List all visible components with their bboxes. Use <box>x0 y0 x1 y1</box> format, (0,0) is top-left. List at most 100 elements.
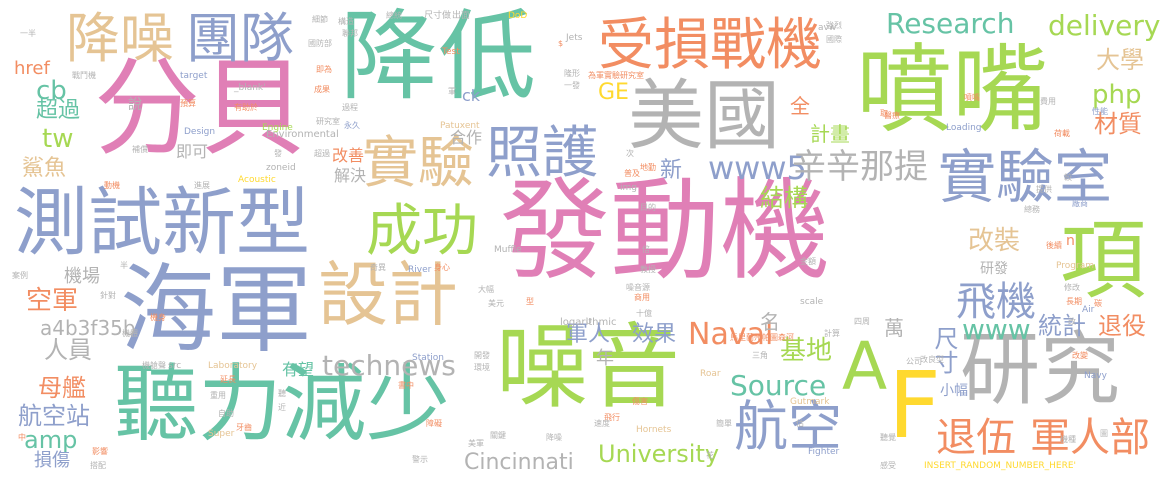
word-a4b3f35b: a4b3f35b <box>40 316 136 340</box>
word-da-xue: 大學 <box>1096 46 1144 74</box>
word-xiao-fu: 小幅 <box>940 383 968 399</box>
word-xiu-gai: 修改 <box>1064 283 1080 292</box>
word-wan: 萬 <box>884 316 904 340</box>
word-letter-f: F <box>888 352 941 459</box>
word-da-pei: 搭配 <box>90 461 106 470</box>
word-chang-qi: 長期 <box>1066 297 1082 306</box>
word-design: Design <box>184 127 216 137</box>
word-hua: 花 <box>706 451 714 460</box>
word-sun-shang: 損傷 <box>34 450 70 471</box>
word-chi-cun: 尺寸 <box>930 326 958 374</box>
word-acoustic: Acoustic <box>238 175 276 185</box>
word-gong-si: 公司 <box>906 357 922 366</box>
word-chi-cun-zuo: 尺寸做 <box>424 11 452 21</box>
word-gou-zao: 構造 <box>338 17 354 26</box>
word-jin-e: 金額 <box>800 257 816 266</box>
word-zoneid: zoneid <box>266 163 296 173</box>
word-jun: 軍 <box>448 87 456 96</box>
word-tan: 碳 <box>1094 299 1102 308</box>
word-yan-fa: 研發 <box>980 261 1008 277</box>
word-sha-yu: 鯊魚 <box>22 156 67 181</box>
word-pen-zui: 噴嘴 <box>856 34 1048 146</box>
word-mei-jun: 美軍 <box>468 439 484 448</box>
word-kong-jun: 空軍 <box>26 286 79 316</box>
word-guo-fang-bu: 國防部 <box>308 39 332 48</box>
word-xiao-guo: 效果 <box>632 322 677 347</box>
word-station: Station <box>412 353 444 363</box>
word-mei-guo: 美國 <box>628 71 780 160</box>
word-hang-kong-zhan: 航空站 <box>18 402 90 430</box>
word-tui-wu: 退伍 <box>936 415 1016 461</box>
word-ying-xiang: 影響 <box>92 447 108 456</box>
word-letter-a: A <box>842 328 888 405</box>
word-mu-di: 目的 <box>640 203 656 212</box>
word-zhao-hu: 照護 <box>486 121 598 186</box>
word-ting-li: 聽力減少 <box>114 355 451 453</box>
word-delivery: delivery <box>1048 9 1161 42</box>
word-patuxent: Patuxent <box>440 121 480 131</box>
word-fei-ji: 飛機 <box>956 279 1036 325</box>
word-bu-chang: 補償 <box>132 145 148 154</box>
word-ji-shen: 機身 <box>150 313 166 322</box>
word-loading: Loading <box>946 123 982 133</box>
word-fa: 發 <box>274 149 282 158</box>
word-qu: 取 <box>880 109 888 118</box>
word-tw: tw <box>42 124 74 154</box>
word-chang-shang: 廠商 <box>1072 199 1088 208</box>
word-tuan-dui: 團隊 <box>186 7 294 70</box>
word-target: target <box>180 71 208 81</box>
word-avw: avw <box>818 23 837 33</box>
word-ck: ck <box>462 86 481 105</box>
word-shuo: 說 <box>128 97 142 113</box>
word-cai-zhi: 材質 <box>1094 110 1142 138</box>
word-long-xing: 隆形 <box>564 69 580 78</box>
word-zhong-yong: 重用 <box>210 391 226 400</box>
word-dollar: $ <box>558 39 564 48</box>
word-logarithmic: logarithmic <box>560 317 617 328</box>
word-ci: 次 <box>626 149 634 158</box>
word-super: Super <box>208 429 235 439</box>
word-chao-guo-small: 超過 <box>314 149 330 158</box>
word-huan-jing: 環境 <box>474 363 490 372</box>
word-ting-jue: 聽覺 <box>880 433 896 442</box>
word-bei: 倍 <box>642 245 650 254</box>
word-da-fu: 大幅 <box>478 285 494 294</box>
word-jiang-zao-small: 降噪 <box>546 433 562 442</box>
word-n: n <box>1066 233 1075 249</box>
word-cincinnati: Cincinnati <box>464 450 574 475</box>
word-yan-jiu-shi: 研究室 <box>316 117 340 126</box>
word-ji-ke: 即可 <box>176 142 209 161</box>
word-fa-dong-ji: 發動機 <box>500 167 830 295</box>
word-href: href <box>14 58 50 79</box>
word-u: U <box>586 317 592 326</box>
word-fen-bei: 分貝 <box>94 47 306 170</box>
word-wei-jun-shi-yan: 為軍實驗研究室 <box>588 71 644 80</box>
word-hou-xu: 後續 <box>1046 241 1062 250</box>
word-ji-hua: 計畫 <box>810 122 850 146</box>
word-gai: 改 <box>1068 317 1076 326</box>
word-qi-yi: 奇異 <box>370 263 386 272</box>
word-he-zai: 荷載 <box>1054 129 1070 138</box>
word-jiang-di: 降低 <box>340 0 537 114</box>
word-laboratory: Laboratory <box>208 361 258 371</box>
word-shen-xin: 身心 <box>434 263 450 272</box>
word-zong-tong: 總統 <box>386 11 402 20</box>
word-ge: GE <box>598 80 629 105</box>
word-lian-bang: 聯邦 <box>342 29 358 38</box>
word-qiang-lie: 強烈 <box>826 21 842 30</box>
word-quan: 全 <box>790 94 810 118</box>
word-fei-xing: 飛行 <box>604 413 620 422</box>
word-yi-liao: 醫療 <box>884 111 900 120</box>
word-yi-ban: 一半 <box>20 29 36 38</box>
word-src: src <box>168 361 182 371</box>
word-mu-jian: 母艦 <box>38 374 86 402</box>
word-jun-ren-bu: 軍人部 <box>1030 415 1150 461</box>
word-ti-gong: 提供 <box>1036 185 1052 194</box>
word-jin: 近 <box>278 403 286 412</box>
word-zhang-ai: 障礙 <box>426 419 442 428</box>
word-xiang: 項 <box>1060 211 1146 311</box>
word-yong-jiu: 永久 <box>344 121 360 130</box>
word-dod: DoD <box>508 11 528 21</box>
word-you-zhu-yu: 有助於 <box>234 103 258 112</box>
word-cheng-gong: 成功 <box>366 199 478 264</box>
